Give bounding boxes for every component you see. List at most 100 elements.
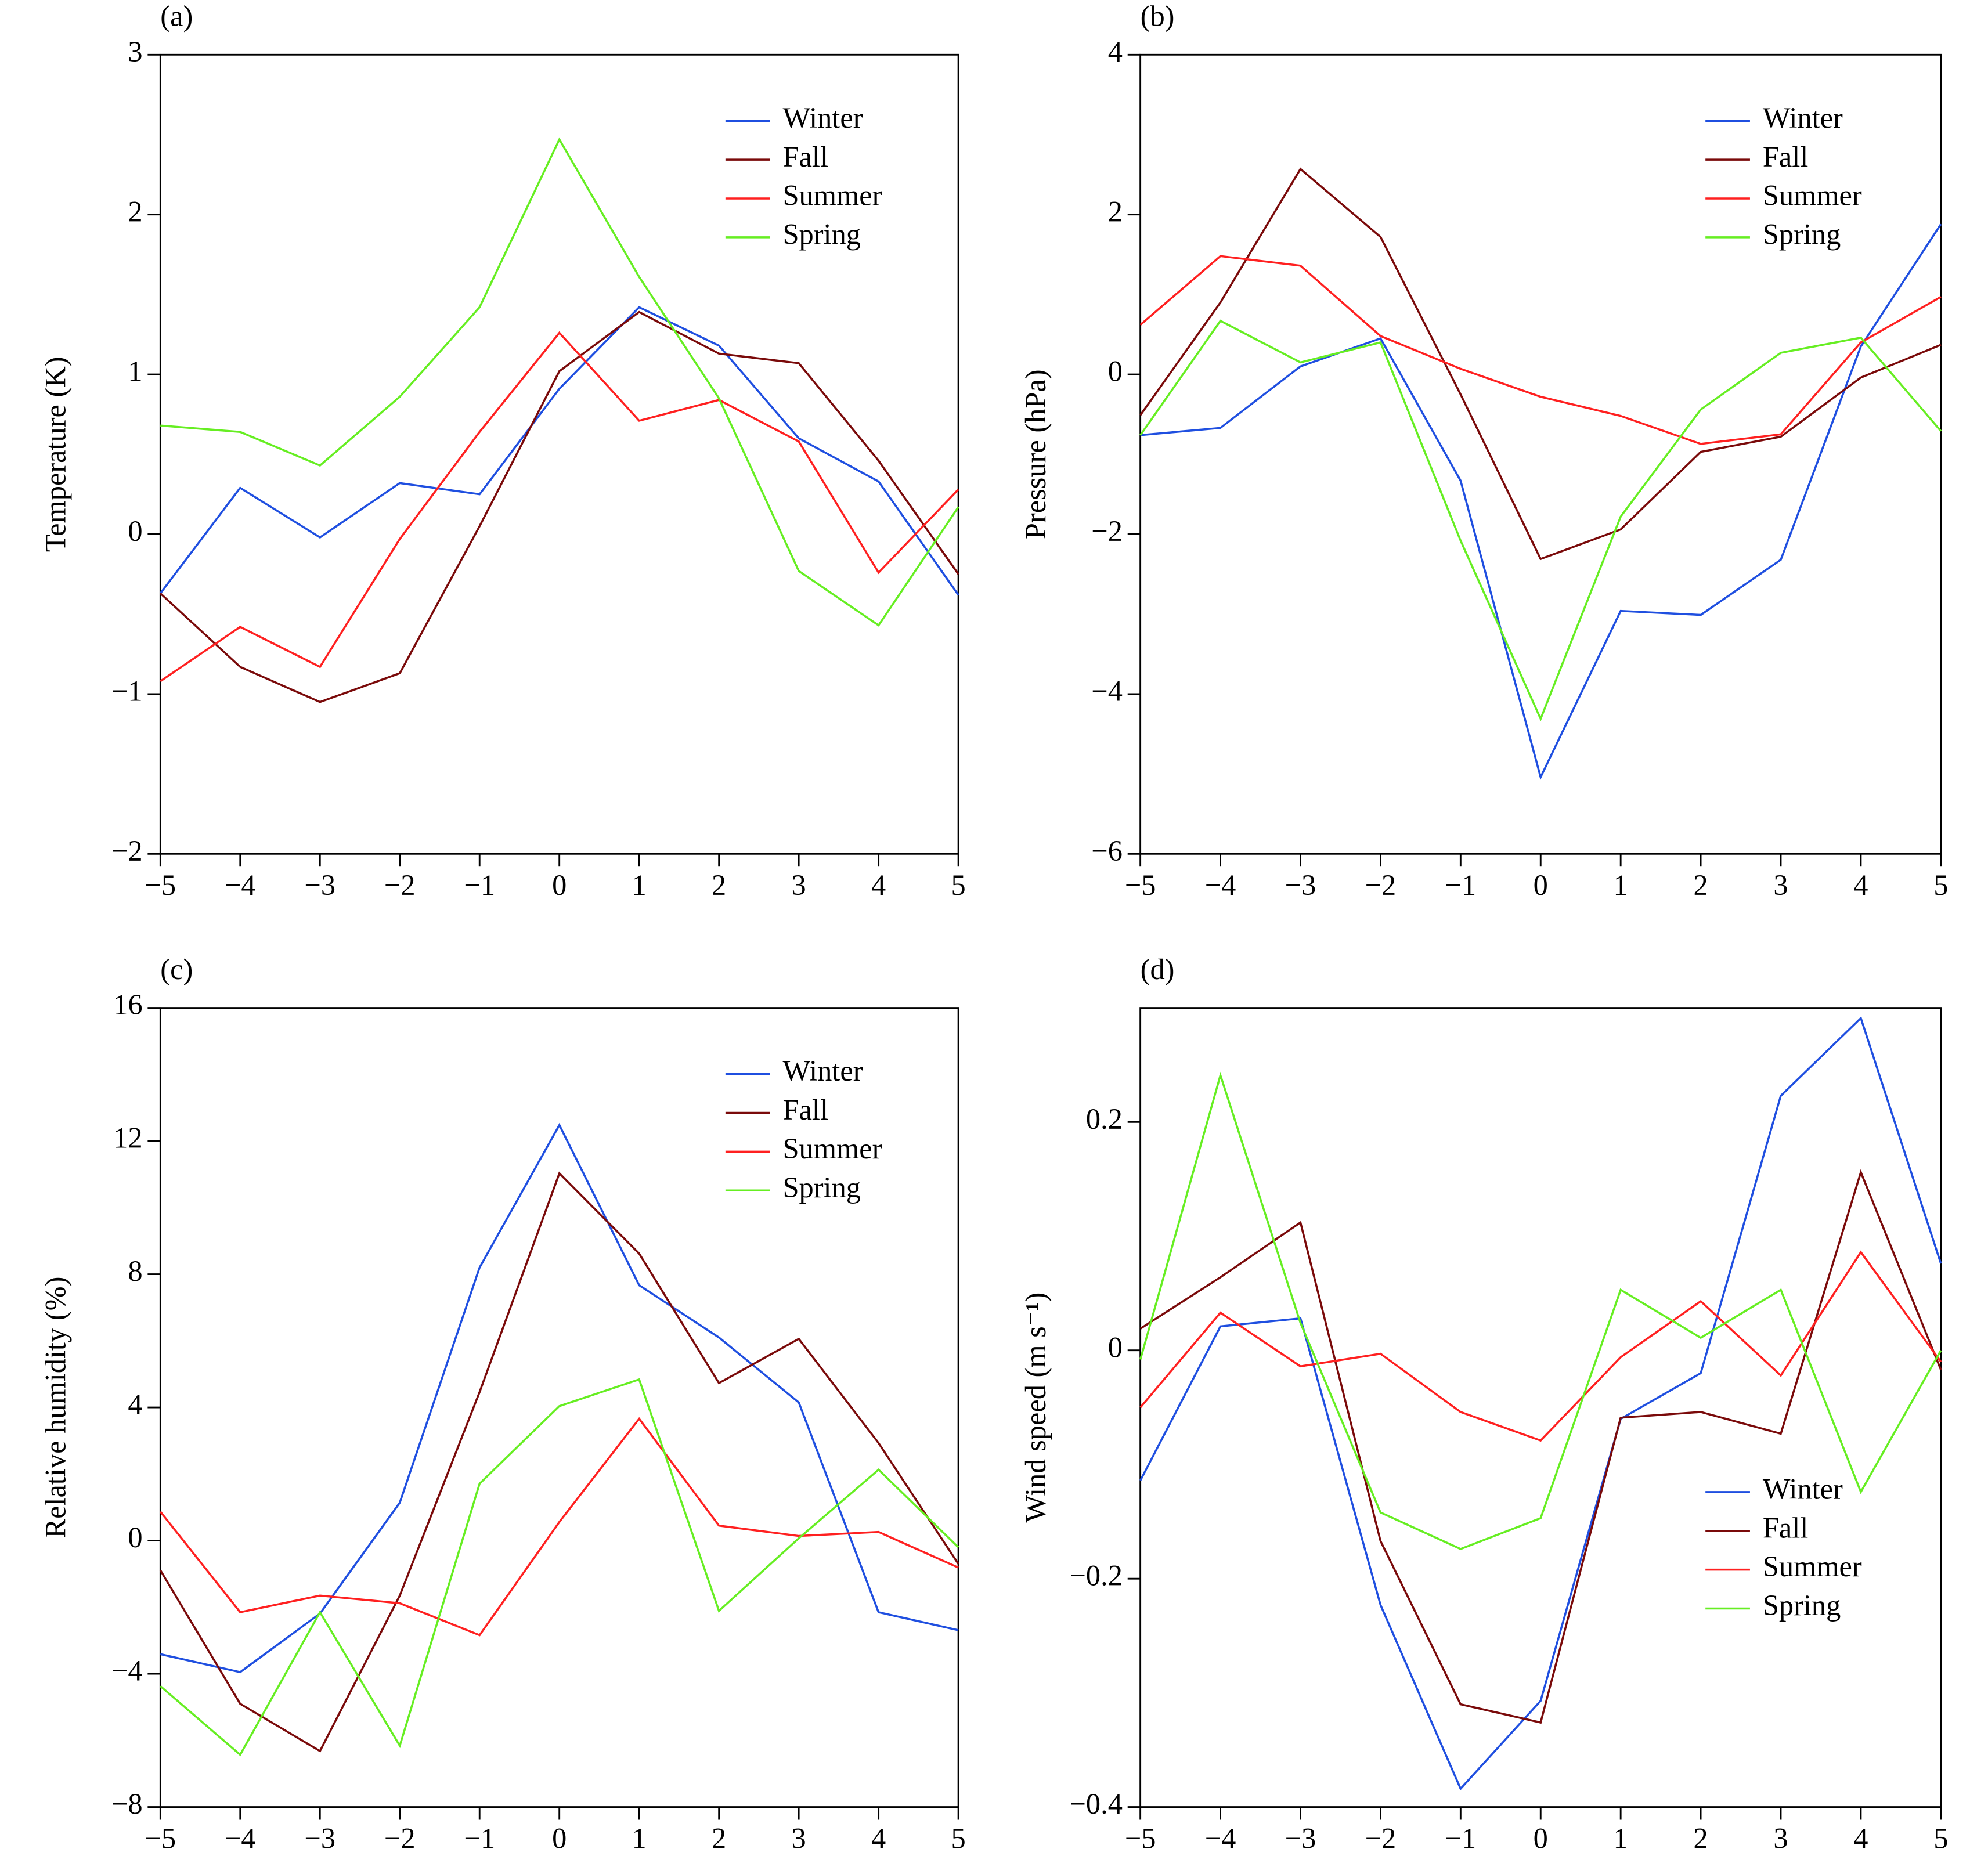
y-axis-label: Wind speed (m s⁻¹)	[1019, 1292, 1052, 1523]
x-tick-label: −2	[384, 1822, 416, 1854]
x-tick-label: 5	[951, 1822, 965, 1854]
y-tick-label: −1	[111, 674, 143, 707]
series-line	[1139, 167, 1942, 561]
series-line	[160, 1122, 959, 1674]
panel-label: (d)	[1141, 953, 1175, 985]
x-tick-label: 2	[1693, 1822, 1708, 1854]
series-line	[1139, 1016, 1942, 1791]
x-tick-label: 2	[1693, 869, 1708, 901]
y-tick-label: −4	[1091, 674, 1123, 707]
x-tick-label: 2	[712, 869, 726, 901]
x-tick-label: 4	[1853, 1822, 1868, 1854]
y-tick-label: 4	[1108, 35, 1123, 68]
x-tick-label: 5	[1933, 1822, 1948, 1854]
legend-label: Winter	[783, 102, 863, 134]
y-tick-label: −8	[111, 1788, 143, 1820]
x-tick-label: −5	[1125, 869, 1156, 901]
x-tick-label: 1	[632, 1822, 647, 1854]
legend-label: Fall	[1763, 1511, 1808, 1544]
y-tick-label: 0	[1108, 1331, 1123, 1363]
legend-label: Spring	[783, 218, 861, 251]
legend-label: Spring	[1763, 218, 1841, 251]
legend-label: Spring	[1763, 1589, 1841, 1622]
x-tick-label: −5	[145, 869, 176, 901]
x-tick-label: 4	[871, 1822, 886, 1854]
x-tick-label: −4	[1205, 869, 1236, 901]
x-tick-label: 1	[1614, 869, 1628, 901]
x-tick-label: −4	[225, 869, 256, 901]
y-tick-label: 0.2	[1086, 1103, 1123, 1135]
y-tick-label: 0	[1108, 355, 1123, 388]
legend-label: Summer	[1763, 179, 1862, 212]
y-tick-label: 2	[128, 195, 142, 228]
series-line	[159, 1417, 959, 1637]
x-tick-label: 3	[1773, 869, 1788, 901]
x-tick-label: −5	[1125, 1822, 1156, 1854]
y-tick-label: −6	[1091, 835, 1123, 867]
x-tick-label: 0	[552, 869, 567, 901]
y-tick-label: 12	[113, 1122, 142, 1154]
legend-label: Summer	[783, 179, 882, 212]
y-tick-label: −2	[111, 835, 143, 867]
x-tick-label: −1	[1445, 1822, 1477, 1854]
legend-label: Winter	[1763, 102, 1843, 134]
x-tick-label: 5	[951, 869, 965, 901]
legend-label: Summer	[1763, 1550, 1862, 1583]
x-tick-label: −2	[384, 869, 416, 901]
legend-label: Winter	[1763, 1472, 1843, 1505]
y-tick-label: 2	[1108, 195, 1123, 228]
series-line	[1139, 1250, 1942, 1442]
x-tick-label: 5	[1933, 869, 1948, 901]
x-tick-label: 0	[552, 1822, 567, 1854]
series-line	[1139, 1169, 1942, 1724]
series-line	[160, 310, 959, 703]
y-tick-label: −4	[111, 1655, 143, 1687]
x-tick-label: −4	[1205, 1822, 1236, 1854]
x-tick-label: 4	[1853, 869, 1868, 901]
panel-label: (c)	[160, 953, 193, 985]
legend-label: Spring	[783, 1171, 861, 1204]
y-axis-label: Pressure (hPa)	[1019, 369, 1052, 539]
x-tick-label: −3	[304, 1822, 335, 1854]
y-tick-label: 4	[128, 1388, 142, 1421]
legend-label: Fall	[1763, 140, 1808, 173]
x-tick-label: 1	[1614, 1822, 1628, 1854]
y-tick-label: 8	[128, 1255, 142, 1287]
x-tick-label: −1	[1445, 869, 1477, 901]
x-tick-label: −2	[1365, 1822, 1397, 1854]
x-tick-label: −2	[1365, 869, 1397, 901]
x-tick-label: 4	[871, 869, 886, 901]
y-tick-label: −2	[1091, 515, 1123, 547]
y-tick-label: −0.2	[1069, 1559, 1122, 1592]
y-tick-label: 0	[128, 1521, 142, 1554]
x-tick-label: −3	[1285, 1822, 1316, 1854]
legend-label: Fall	[783, 140, 828, 173]
x-tick-label: 3	[1773, 1822, 1788, 1854]
x-tick-label: −4	[225, 1822, 256, 1854]
panel-label: (a)	[160, 0, 193, 32]
legend-label: Summer	[783, 1132, 882, 1165]
y-tick-label: 16	[113, 988, 142, 1021]
series-line	[1139, 319, 1942, 722]
x-tick-label: 3	[792, 869, 806, 901]
series-line	[160, 331, 959, 683]
x-tick-label: 3	[792, 1822, 806, 1854]
x-tick-label: −1	[464, 869, 495, 901]
y-tick-label: 0	[128, 515, 142, 547]
series-line	[159, 306, 959, 596]
panel-label: (b)	[1141, 0, 1175, 32]
x-tick-label: −1	[464, 1822, 495, 1854]
legend-label: Winter	[783, 1055, 863, 1087]
plot-frame	[159, 53, 959, 855]
series-line	[159, 1171, 959, 1753]
legend-label: Fall	[783, 1093, 828, 1126]
plot-frame	[1139, 1007, 1942, 1808]
x-tick-label: 2	[712, 1822, 726, 1854]
y-tick-label: 1	[128, 355, 142, 388]
y-axis-label: Temperature (K)	[39, 356, 71, 552]
series-line	[160, 137, 959, 627]
x-tick-label: 0	[1534, 869, 1548, 901]
series-line	[1139, 1071, 1942, 1550]
